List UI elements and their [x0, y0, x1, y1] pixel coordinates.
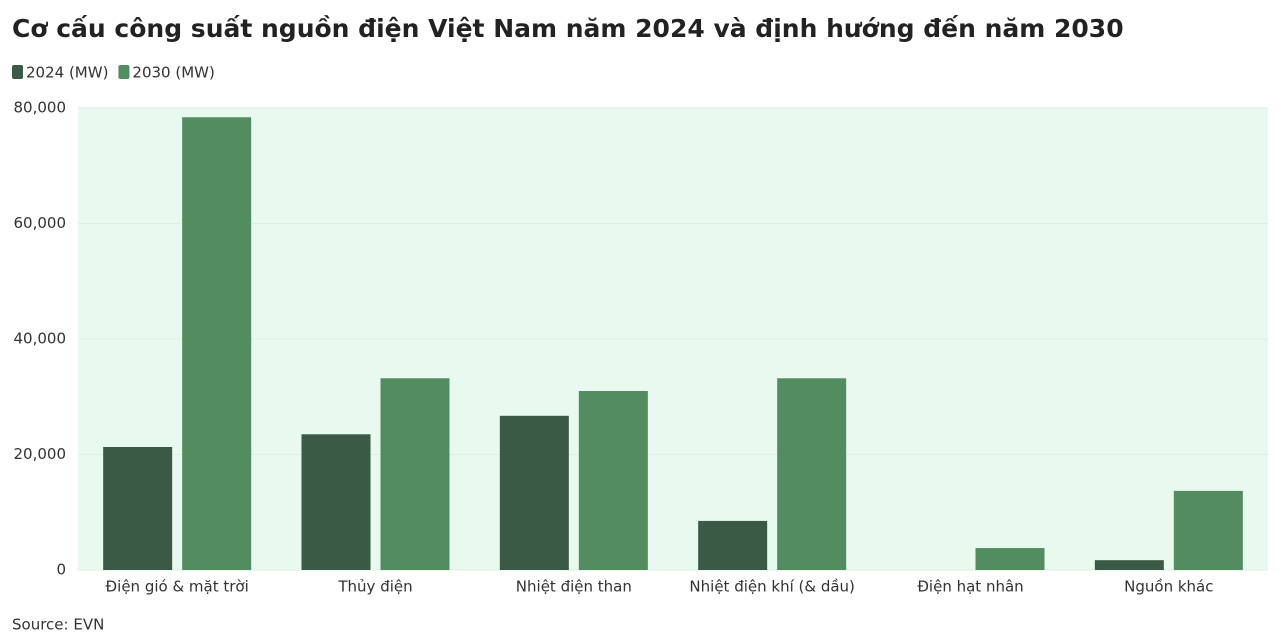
x-tick-label: Nhiệt điện than: [516, 578, 632, 596]
bar: [1094, 560, 1164, 570]
y-tick-label: 0: [56, 561, 66, 579]
bar: [975, 548, 1045, 570]
x-tick-label: Nguồn khác: [1124, 578, 1213, 596]
bar: [698, 520, 768, 570]
bar: [578, 390, 648, 570]
source: Source: EVN: [12, 616, 104, 634]
bar: [380, 378, 450, 570]
y-tick-label: 60,000: [14, 214, 67, 232]
legend-swatch: [12, 65, 23, 79]
y-tick-label: 80,000: [14, 99, 67, 117]
bar: [103, 446, 173, 570]
x-tick-label: Điện gió & mặt trời: [106, 578, 249, 596]
x-tick-label: Thủy điện: [337, 578, 412, 596]
legend-swatch: [118, 65, 130, 79]
legend-label: 2024 (MW): [26, 64, 108, 82]
x-tick-label: Nhiệt điện khí (& dầu): [689, 578, 854, 596]
legend-label: 2030 (MW): [132, 64, 214, 82]
bar: [301, 434, 371, 570]
x-tick-label: Điện hạt nhân: [917, 578, 1023, 596]
bar: [499, 415, 569, 570]
bar: [777, 378, 847, 570]
y-tick-label: 40,000: [14, 330, 67, 348]
bar: [1173, 490, 1243, 570]
bar: [182, 117, 252, 571]
chart-title: Cơ cấu công suất nguồn điện Việt Nam năm…: [12, 14, 1124, 43]
y-tick-label: 20,000: [14, 445, 67, 463]
